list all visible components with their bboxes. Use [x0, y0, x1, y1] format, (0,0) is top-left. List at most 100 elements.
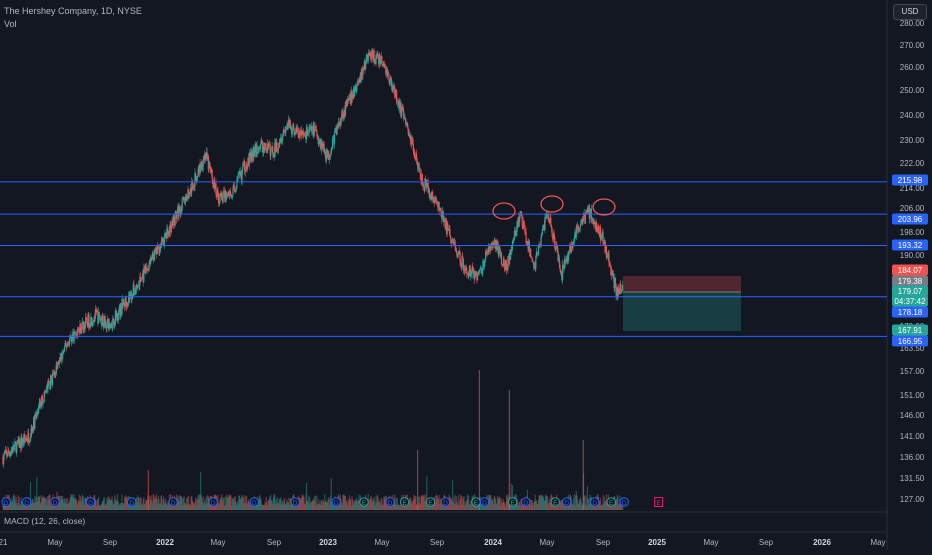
- volume-bar: [368, 502, 370, 510]
- dividend-marker[interactable]: [590, 497, 600, 507]
- stop-zone[interactable]: [623, 276, 741, 292]
- candle-body: [573, 241, 575, 243]
- candle-body: [433, 200, 436, 204]
- dividend-marker[interactable]: [440, 497, 451, 507]
- dividend-marker[interactable]: [479, 497, 490, 507]
- candle-body: [548, 217, 550, 223]
- macd-label[interactable]: MACD (12, 26, close): [4, 516, 86, 526]
- dividend-marker[interactable]: [331, 497, 341, 507]
- volume-bar: [408, 501, 410, 510]
- candle-body: [118, 310, 120, 320]
- candle-body: [214, 183, 216, 189]
- candle-body: [374, 62, 376, 63]
- candle-body: [333, 131, 336, 144]
- short-position-tool[interactable]: [623, 276, 741, 331]
- volume-bar: [302, 494, 304, 510]
- volume-bar: [45, 498, 47, 510]
- candle-body: [312, 125, 314, 133]
- candle-body: [222, 191, 224, 202]
- candle-body: [198, 164, 201, 174]
- candle-body: [49, 381, 51, 390]
- volume-bar: [441, 500, 443, 510]
- volume-bar: [103, 497, 105, 510]
- dividend-marker[interactable]: [290, 497, 300, 507]
- candle-body: [247, 157, 249, 167]
- candle-body: [7, 450, 9, 457]
- candle-body: [334, 131, 336, 133]
- currency-button[interactable]: USD: [893, 4, 927, 20]
- volume-bar: [616, 494, 618, 510]
- earnings-marker[interactable]: [425, 497, 436, 507]
- candle-body: [376, 54, 378, 56]
- dividend-marker[interactable]: [1, 497, 11, 507]
- volume-bar: [62, 496, 64, 510]
- price-tick-label: 131.50: [900, 474, 925, 483]
- top-circle-3[interactable]: [592, 198, 616, 216]
- volume-bar: [586, 486, 589, 510]
- dividend-marker[interactable]: [521, 497, 531, 507]
- volume-bar: [240, 496, 243, 510]
- volume-bar: [16, 503, 18, 510]
- volume-bar: [565, 505, 567, 510]
- volume-label[interactable]: Vol: [4, 19, 17, 29]
- upcoming-earnings-marker[interactable]: [654, 497, 664, 507]
- earnings-marker[interactable]: [399, 497, 410, 507]
- candle-body: [569, 244, 572, 252]
- candle-body: [589, 211, 591, 219]
- volume-bar: [200, 494, 202, 510]
- candle-body: [328, 151, 330, 160]
- candle-body: [597, 225, 599, 231]
- volume-bar: [246, 504, 248, 510]
- candle-body: [227, 194, 229, 196]
- dividend-marker[interactable]: [249, 497, 259, 507]
- candle-body: [302, 134, 304, 136]
- volume-bar: [416, 450, 419, 510]
- candle-body: [550, 218, 552, 226]
- dividend-marker[interactable]: [619, 497, 629, 507]
- candle-body: [338, 121, 340, 125]
- candle-body: [182, 197, 184, 199]
- dividend-marker[interactable]: [208, 497, 218, 507]
- top-circle-2[interactable]: [540, 195, 564, 213]
- volume-bar: [346, 500, 348, 510]
- volume-bar: [238, 495, 240, 510]
- volume-bar: [345, 501, 347, 510]
- volume-bar: [577, 499, 579, 510]
- target-zone[interactable]: [623, 292, 741, 331]
- dividend-marker[interactable]: [85, 497, 96, 507]
- price-badge-label: 167.91: [898, 326, 923, 335]
- candle-body: [480, 268, 483, 274]
- earnings-marker[interactable]: [359, 497, 369, 507]
- candle-body: [282, 133, 284, 137]
- candle-body: [181, 198, 183, 210]
- candle-body: [239, 171, 241, 175]
- volume-bar: [141, 503, 143, 510]
- dividend-marker[interactable]: [385, 497, 395, 507]
- candle-body: [482, 261, 485, 266]
- earnings-marker[interactable]: [507, 497, 518, 507]
- candle-body: [616, 289, 618, 296]
- candle-body: [147, 269, 150, 271]
- candle-body: [296, 128, 298, 132]
- earnings-marker[interactable]: [550, 497, 560, 507]
- volume-bar: [97, 499, 99, 510]
- candle-body: [192, 183, 194, 190]
- candle-body: [549, 218, 551, 223]
- volume-bar: [328, 505, 330, 510]
- dividend-marker[interactable]: [50, 497, 60, 507]
- candle-body: [602, 232, 604, 245]
- symbol-title[interactable]: The Hershey Company, 1D, NYSE: [4, 6, 142, 16]
- dividend-marker[interactable]: [21, 497, 32, 507]
- dividend-marker[interactable]: [562, 497, 572, 507]
- candle-body: [608, 262, 611, 266]
- volume-bar: [278, 498, 280, 510]
- dividend-marker[interactable]: [126, 497, 137, 507]
- top-markers[interactable]: [492, 195, 616, 220]
- top-circle-1[interactable]: [492, 202, 516, 220]
- dividend-marker[interactable]: [168, 497, 178, 507]
- volume-bar: [220, 497, 222, 510]
- earnings-marker[interactable]: [606, 497, 616, 507]
